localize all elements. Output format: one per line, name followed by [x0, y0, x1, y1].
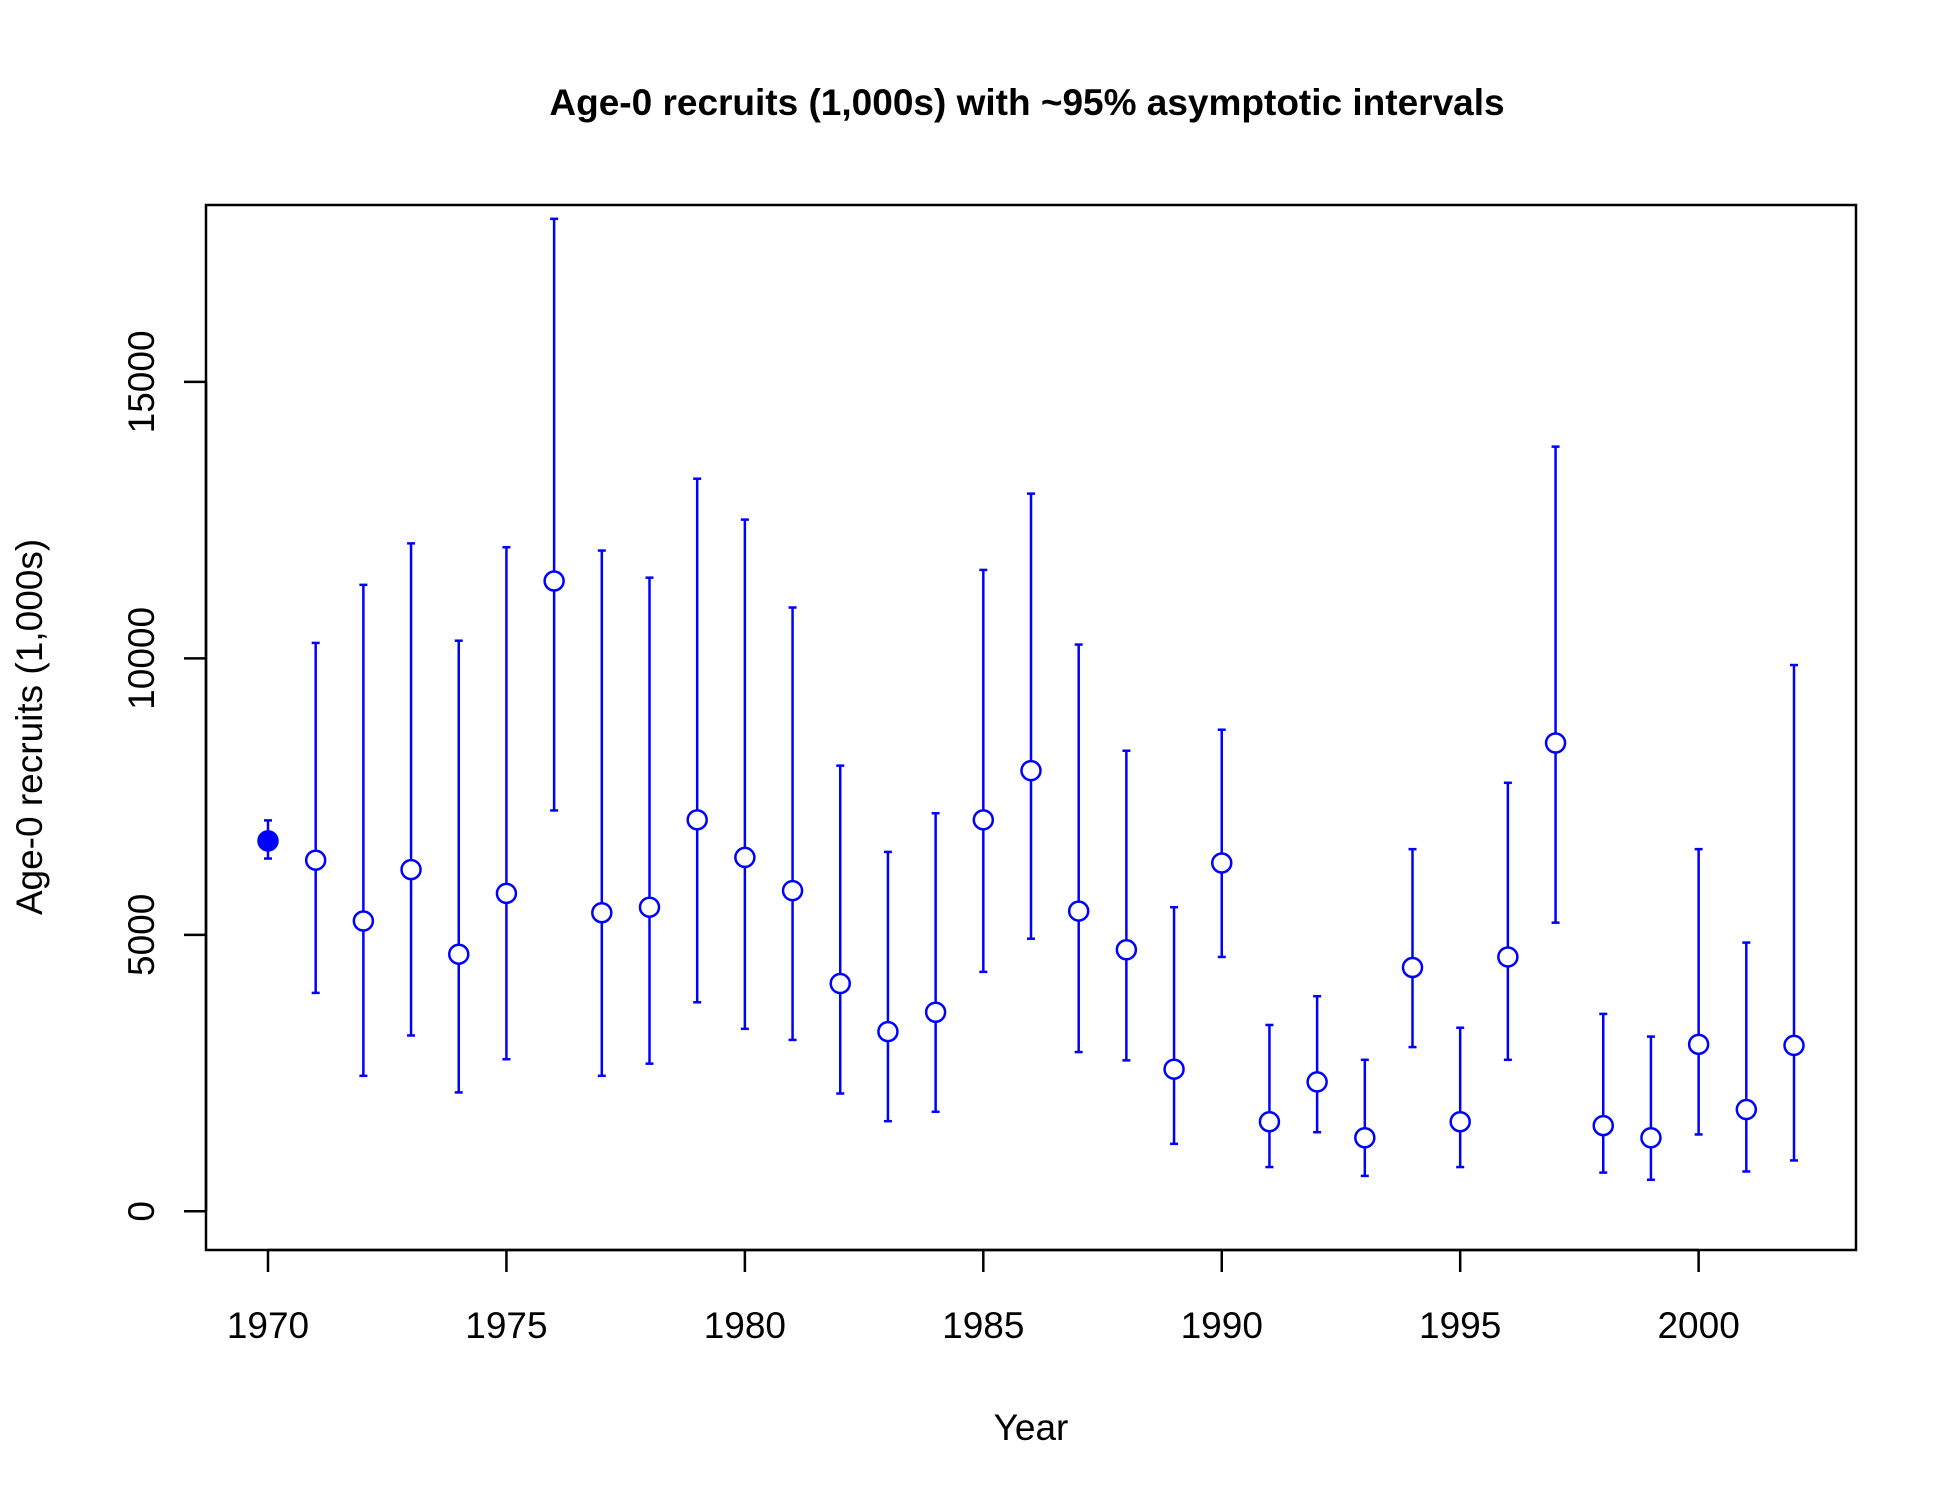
point-1989 [1163, 1058, 1185, 1080]
point-1993 [1354, 1127, 1376, 1149]
point-1984 [924, 1001, 947, 1023]
point-1994 [1401, 956, 1424, 979]
y-axis: 0 5000 10000 15000 [121, 330, 208, 1222]
x-axis-label: Year [994, 1407, 1069, 1448]
x-axis: 1970 1975 1980 1985 1990 1995 2000 [227, 1248, 1740, 1346]
point-2002 [1783, 1034, 1805, 1057]
x-tick-label-1980: 1980 [704, 1305, 786, 1346]
x-tick-label-1995: 1995 [1419, 1305, 1501, 1346]
point-1978 [638, 896, 661, 918]
y-tick-label-15000: 15000 [121, 330, 162, 433]
point-1979 [686, 809, 708, 831]
x-tick-label-1970: 1970 [227, 1305, 309, 1346]
y-tick-label-0: 0 [121, 1201, 162, 1222]
point-1990 [1211, 852, 1233, 874]
point-1999 [1640, 1127, 1662, 1149]
point-1998 [1592, 1114, 1615, 1137]
point-1991 [1258, 1110, 1281, 1133]
point-1980 [734, 846, 756, 869]
point-1986 [1020, 759, 1042, 782]
chart-title: Age-0 recruits (1,000s) with ~95% asympt… [549, 82, 1504, 123]
point-1997 [1544, 732, 1567, 754]
point-1992 [1306, 1071, 1328, 1093]
point-1973 [400, 858, 422, 881]
point-1971 [304, 849, 327, 871]
y-tick-label-10000: 10000 [121, 607, 162, 710]
point-1988 [1115, 939, 1138, 961]
point-1985 [972, 809, 995, 831]
point-1975 [495, 882, 518, 905]
x-tick-label-1985: 1985 [942, 1305, 1024, 1346]
point-1976 [543, 570, 565, 592]
point-1982 [829, 972, 851, 995]
point-1996 [1497, 946, 1519, 968]
point-1983 [877, 1020, 899, 1043]
point-1970 [257, 830, 279, 852]
point-1995 [1449, 1110, 1471, 1133]
point-2000 [1687, 1033, 1710, 1056]
point-2001 [1735, 1098, 1758, 1121]
x-tick-label-1975: 1975 [465, 1305, 547, 1346]
point-1974 [447, 943, 470, 965]
x-tick-label-1990: 1990 [1181, 1305, 1263, 1346]
point-1981 [781, 879, 804, 902]
recruits-series [257, 217, 1805, 1182]
point-1987 [1067, 900, 1090, 922]
y-axis-label: Age-0 recruits (1,000s) [9, 539, 50, 915]
y-tick-label-5000: 5000 [121, 894, 162, 976]
x-tick-label-2000: 2000 [1657, 1305, 1739, 1346]
point-1977 [591, 901, 613, 924]
point-1972 [352, 910, 375, 932]
